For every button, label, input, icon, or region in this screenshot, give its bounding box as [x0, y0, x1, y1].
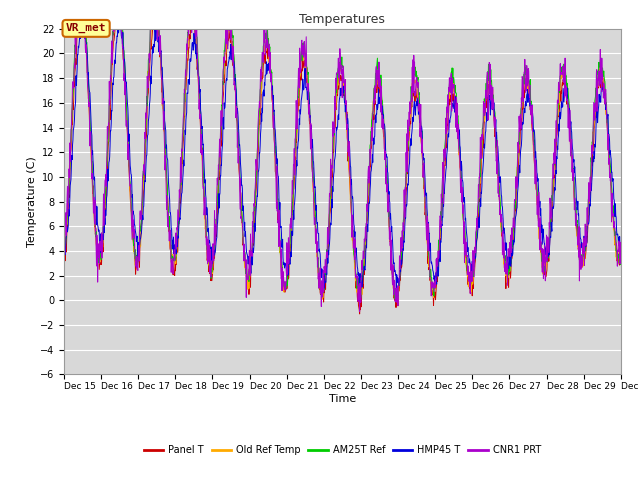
Old Ref Temp: [552, 149, 559, 155]
Panel T: [429, 302, 437, 308]
Old Ref Temp: [617, 257, 625, 263]
CNR1 PRT: [617, 247, 625, 252]
CNR1 PRT: [74, 26, 81, 32]
Title: Temperatures: Temperatures: [300, 13, 385, 26]
HMP45 T: [246, 263, 254, 269]
Old Ref Temp: [246, 265, 254, 271]
AM25T Ref: [246, 261, 254, 266]
HMP45 T: [171, 245, 179, 251]
HMP45 T: [502, 240, 510, 246]
AM25T Ref: [184, 30, 192, 36]
Line: Old Ref Temp: Old Ref Temp: [64, 29, 621, 301]
Legend: Panel T, Old Ref Temp, AM25T Ref, HMP45 T, CNR1 PRT: Panel T, Old Ref Temp, AM25T Ref, HMP45 …: [140, 442, 545, 459]
Old Ref Temp: [356, 299, 364, 304]
Old Ref Temp: [73, 26, 81, 32]
Panel T: [171, 273, 179, 278]
Text: VR_met: VR_met: [66, 23, 106, 34]
AM25T Ref: [390, 295, 398, 301]
CNR1 PRT: [502, 254, 510, 260]
AM25T Ref: [429, 290, 437, 296]
Old Ref Temp: [184, 41, 192, 47]
AM25T Ref: [171, 254, 179, 260]
Panel T: [552, 159, 559, 165]
CNR1 PRT: [171, 257, 179, 263]
AM25T Ref: [72, 26, 80, 32]
Panel T: [74, 26, 81, 32]
HMP45 T: [184, 76, 192, 82]
Panel T: [617, 261, 625, 267]
HMP45 T: [429, 270, 437, 276]
Line: HMP45 T: HMP45 T: [64, 29, 621, 288]
CNR1 PRT: [429, 280, 437, 286]
AM25T Ref: [60, 247, 68, 253]
CNR1 PRT: [356, 309, 364, 314]
HMP45 T: [392, 286, 400, 291]
CNR1 PRT: [184, 26, 192, 32]
Panel T: [184, 55, 192, 60]
Old Ref Temp: [60, 261, 68, 266]
Old Ref Temp: [429, 295, 437, 300]
AM25T Ref: [552, 144, 559, 150]
Panel T: [246, 284, 254, 290]
AM25T Ref: [617, 252, 625, 257]
Panel T: [60, 264, 68, 270]
HMP45 T: [60, 251, 68, 257]
AM25T Ref: [502, 265, 510, 271]
CNR1 PRT: [552, 146, 559, 152]
CNR1 PRT: [246, 231, 254, 237]
Old Ref Temp: [171, 253, 179, 259]
HMP45 T: [552, 180, 559, 186]
Panel T: [356, 311, 364, 317]
Line: Panel T: Panel T: [64, 29, 621, 314]
HMP45 T: [617, 243, 625, 249]
Old Ref Temp: [502, 271, 510, 276]
Line: CNR1 PRT: CNR1 PRT: [64, 29, 621, 312]
Panel T: [502, 272, 510, 277]
HMP45 T: [77, 26, 85, 32]
CNR1 PRT: [60, 247, 68, 252]
X-axis label: Time: Time: [329, 394, 356, 404]
Y-axis label: Temperature (C): Temperature (C): [27, 156, 37, 247]
Line: AM25T Ref: AM25T Ref: [64, 29, 621, 298]
